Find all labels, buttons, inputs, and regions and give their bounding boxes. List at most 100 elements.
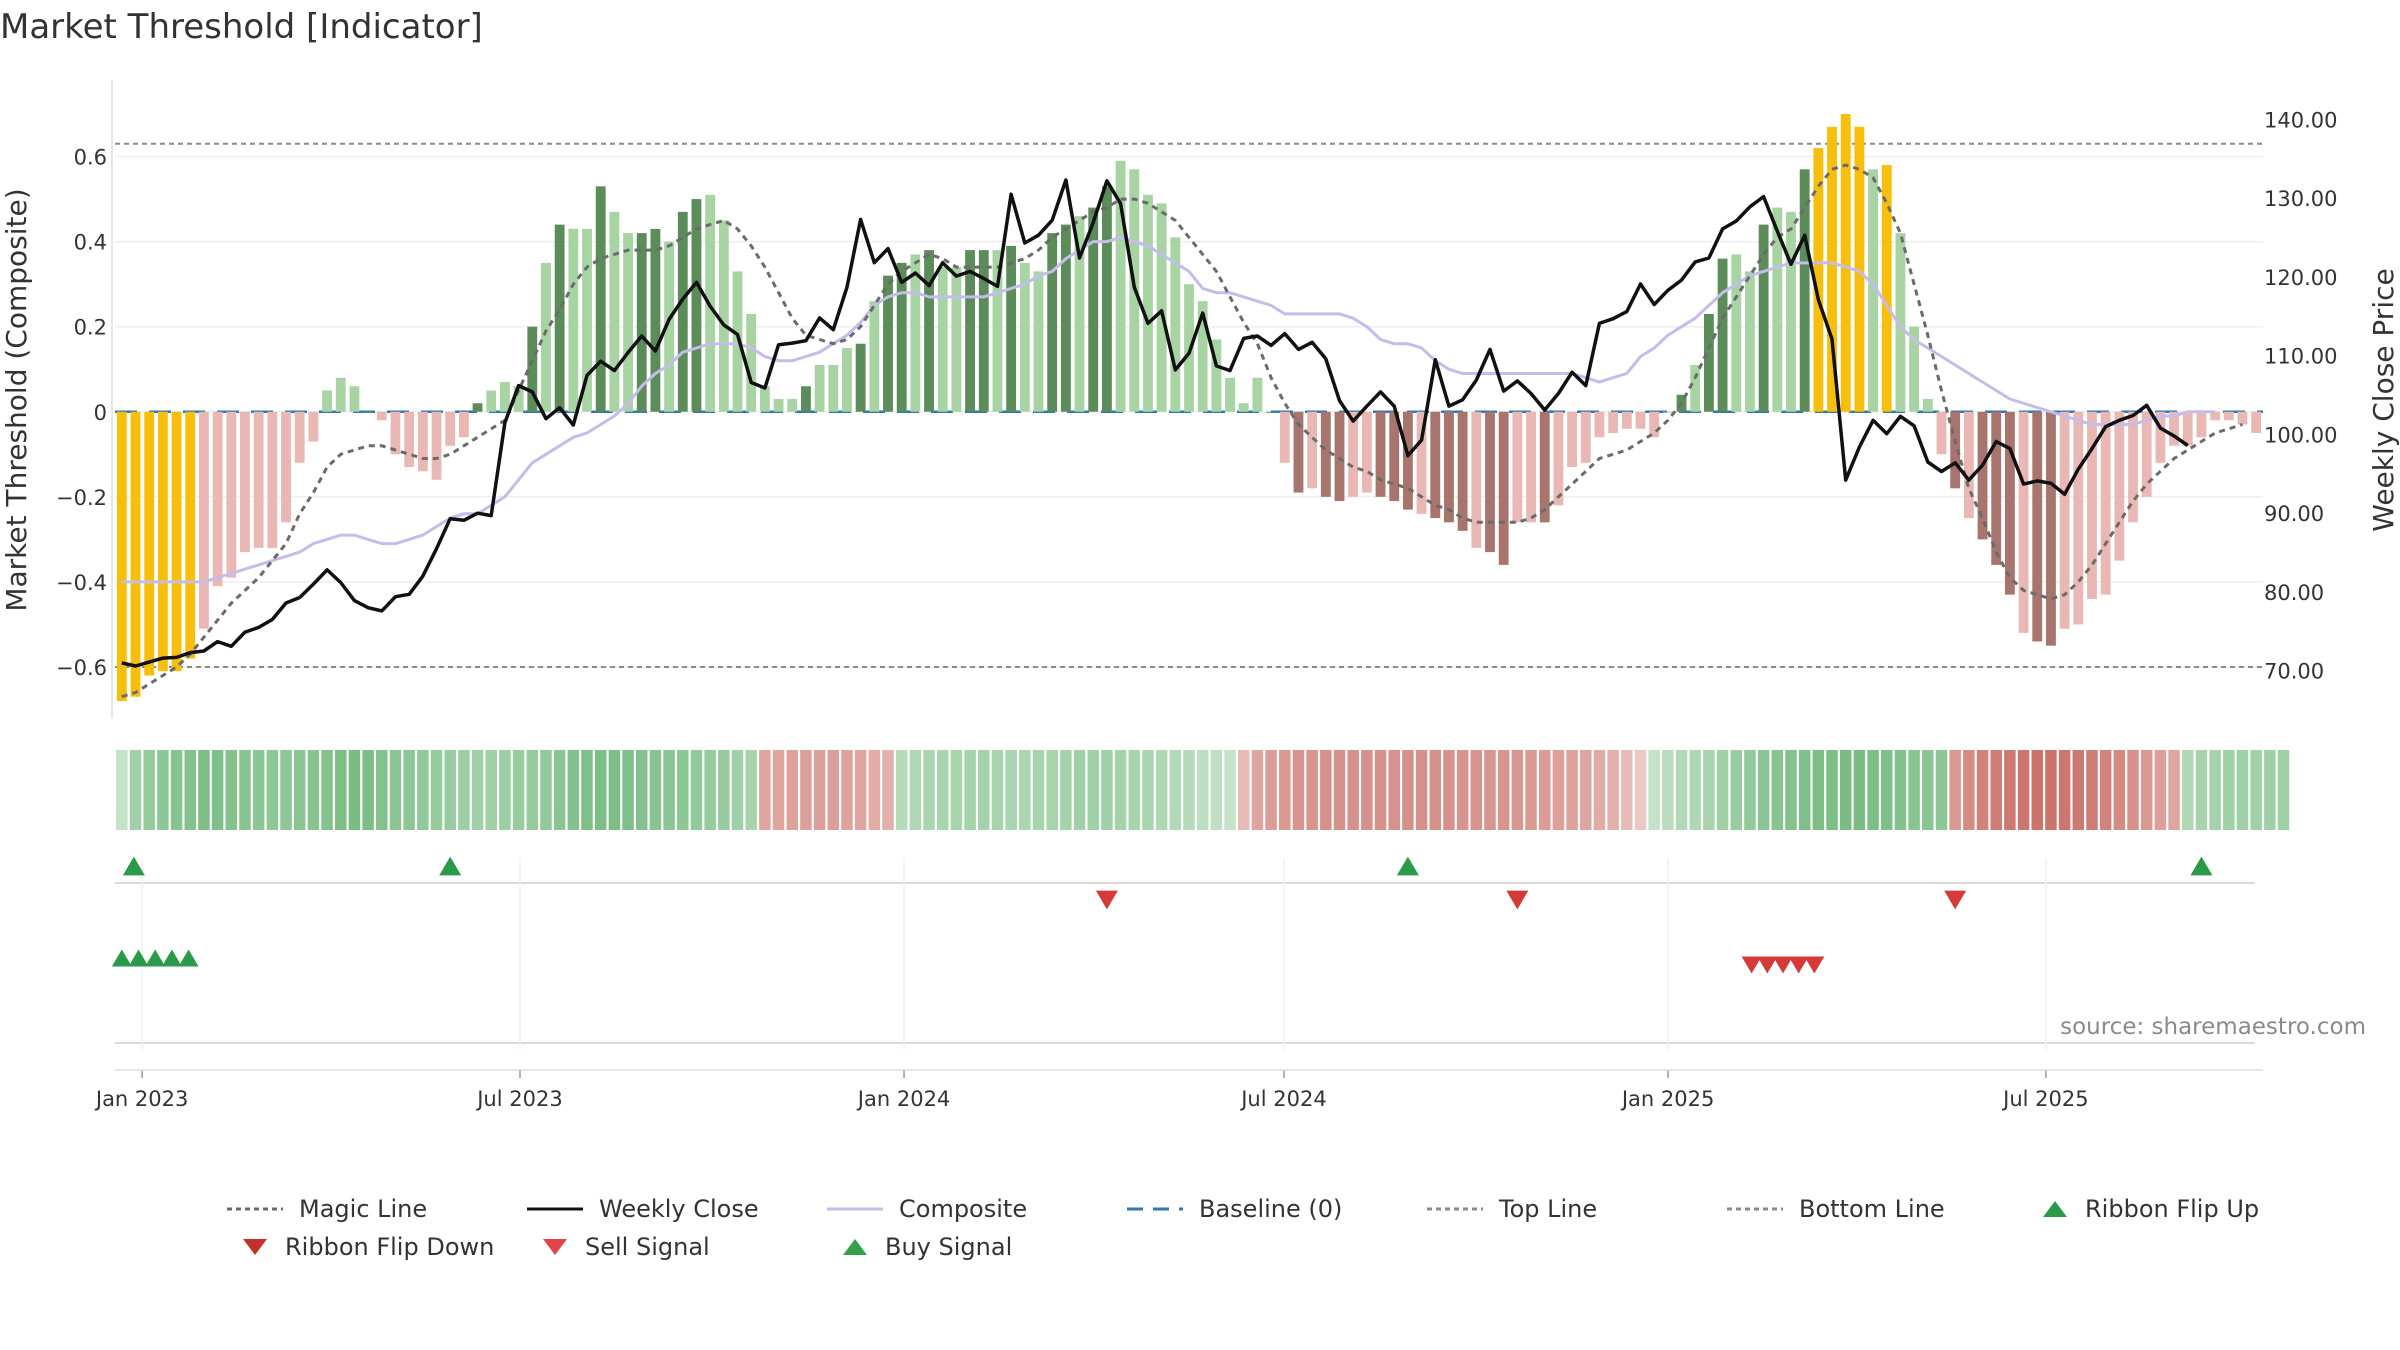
ribbon-segment (1812, 750, 1825, 830)
ribbon-segment (1730, 750, 1743, 830)
ribbon-segment (1128, 750, 1141, 830)
legend-label: Buy Signal (885, 1233, 1013, 1261)
composite-bar (1594, 411, 1605, 438)
composite-bar (1361, 411, 1372, 493)
legend-label: Top Line (1499, 1195, 1598, 1223)
composite-bar (1416, 411, 1427, 514)
composite-bar (1444, 411, 1454, 523)
composite-bar (185, 411, 196, 659)
ribbon-segment (1525, 750, 1537, 830)
legend-swatch (227, 1207, 283, 1211)
ribbon-segment (786, 750, 798, 830)
ribbon-segment (389, 750, 402, 830)
legend-label: Composite (899, 1195, 1028, 1223)
ribbon-segment (608, 750, 621, 830)
buy-signal-marker (122, 856, 145, 876)
left-tick-label: 0.2 (74, 316, 107, 340)
legend-label: Sell Signal (585, 1233, 710, 1261)
composite-bar (1649, 411, 1660, 438)
ribbon-segment (1867, 750, 1879, 830)
ribbon-segment (923, 750, 935, 830)
ribbon-segment (417, 750, 429, 830)
right-axis-label: Weekly Close Price (2367, 268, 2400, 531)
x-tick-label: Jul 2024 (1239, 1087, 1326, 1111)
ribbon-segment (1443, 750, 1455, 830)
left-axis-label: Market Threshold (Composite) (0, 188, 33, 611)
composite-bar (2004, 411, 2015, 595)
ribbon-segment (2072, 750, 2085, 830)
ribbon-segment (2017, 750, 2030, 830)
ribbon-segment (1511, 750, 1524, 830)
composite-bar (376, 411, 387, 421)
composite-bar (1786, 211, 1796, 412)
legend-swatch (527, 1207, 583, 1211)
legend-item: Baseline (0) (1125, 1195, 1342, 1223)
legend-label: Magic Line (299, 1195, 428, 1223)
composite-bar (349, 386, 360, 412)
x-tick-label: Jul 2023 (475, 1087, 562, 1111)
composite-bar (1334, 411, 1345, 502)
ribbon-segment (1853, 750, 1866, 830)
ribbon-segment (1935, 750, 1948, 830)
composite-bar (2141, 411, 2152, 497)
ribbon-segment (1429, 750, 1442, 830)
composite-bar (1115, 160, 1126, 412)
composite-bar (1060, 224, 1071, 412)
composite-bar (2155, 411, 2166, 463)
buy-signal-marker (2190, 856, 2213, 876)
ribbon-segment (1470, 750, 1483, 830)
buy-signal-marker (1396, 856, 1419, 876)
composite-bar (732, 271, 743, 412)
composite-bar (2169, 411, 2179, 446)
ribbon-segment (1169, 750, 1182, 830)
ribbon-segment (1881, 750, 1893, 830)
composite-bar (2182, 411, 2193, 446)
composite-bar (787, 399, 798, 412)
composite-bar (171, 411, 182, 672)
legend-label: Bottom Line (1799, 1195, 1945, 1223)
ribbon-flip-up-marker (161, 949, 182, 967)
composite-bar (2223, 411, 2234, 421)
composite-bar (1526, 411, 1536, 523)
composite-bar (1772, 207, 1783, 412)
composite-bar (2114, 411, 2125, 561)
legend-item: Ribbon Flip Up (2025, 1195, 2259, 1223)
composite-bar (1813, 148, 1824, 412)
composite-bar (458, 411, 469, 438)
right-tick-label: 120.00 (2264, 266, 2337, 290)
composite-bar (1717, 258, 1728, 412)
ribbon-segment (1552, 750, 1565, 830)
composite-bar (1006, 245, 1017, 412)
legend-item: Buy Signal (825, 1233, 1012, 1261)
left-tick-label: 0 (94, 401, 107, 425)
legend-item: Sell Signal (525, 1233, 710, 1261)
ribbon-segment (1032, 750, 1045, 830)
composite-bar (1608, 411, 1619, 434)
composite-bar (157, 411, 168, 672)
composite-bar (1348, 411, 1359, 497)
ribbon-segment (1662, 750, 1674, 830)
composite-bar (1539, 411, 1550, 523)
ribbon-segment (348, 750, 361, 830)
ribbon-segment (827, 750, 840, 830)
composite-bar (212, 411, 223, 587)
composite-bar (2100, 411, 2111, 595)
composite-bar (965, 250, 976, 412)
composite-bar (1074, 216, 1085, 412)
composite-bar (883, 275, 893, 412)
ribbon-segment (1976, 750, 1989, 830)
ribbon-segment (321, 750, 333, 830)
ribbon-segment (485, 750, 497, 830)
left-axis-ticks: 0.6 0.4 0.2 0 −0.2 −0.4 −0.6 (56, 146, 107, 680)
ribbon-segment (1785, 750, 1797, 830)
legend-label: Ribbon Flip Up (2085, 1195, 2260, 1223)
composite-bar (568, 228, 579, 412)
ribbon-segment (964, 750, 976, 830)
composite-bar (308, 411, 319, 442)
ribbon-segment (1087, 750, 1099, 830)
legend-swatch (1127, 1207, 1183, 1211)
composite-bar (281, 411, 291, 523)
ribbon-segment (1224, 750, 1236, 830)
ribbon-flip-down-marker (1804, 956, 1825, 974)
ribbon-segment (1908, 750, 1920, 830)
